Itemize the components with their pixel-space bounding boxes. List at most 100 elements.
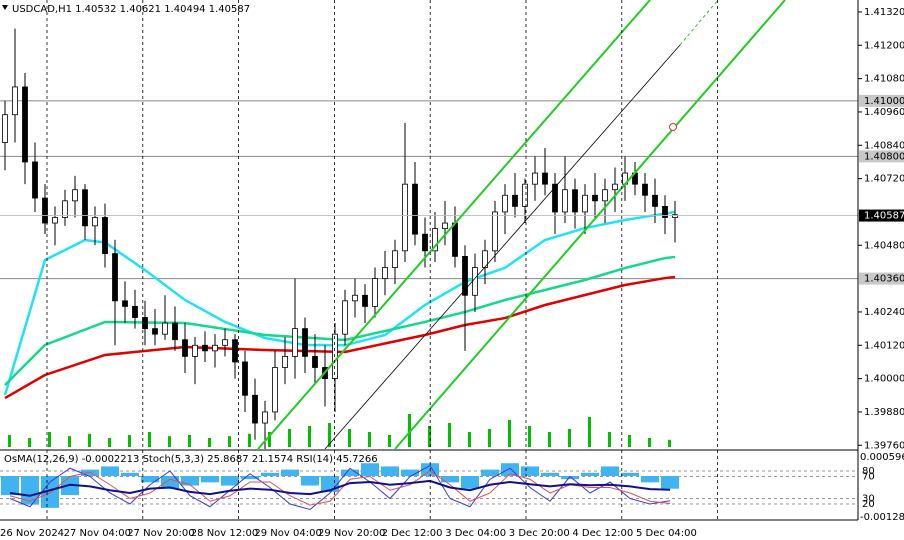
volume-bar [128, 435, 131, 447]
candle-body [212, 344, 218, 352]
volume-bar [368, 432, 371, 447]
candle-body [112, 253, 118, 302]
osma-bar [21, 475, 39, 505]
price-tick-label: 1.39760 [864, 440, 904, 451]
candle-body [152, 328, 158, 335]
price-tick-label: 1.40120 [864, 340, 904, 351]
candle-body [522, 183, 528, 207]
candle-body [142, 317, 148, 330]
candle-body [672, 214, 678, 218]
price-tick-label: 1.40240 [864, 307, 904, 318]
osma-bar [341, 469, 359, 476]
candle-body [492, 211, 498, 252]
osma-bar [601, 466, 619, 476]
candle-body [32, 161, 38, 199]
channel-line [394, 0, 786, 449]
osma-bar [201, 475, 219, 483]
candle-body [132, 305, 138, 318]
volume-bar [648, 438, 651, 447]
candle-body [562, 189, 568, 213]
candle-body [102, 217, 108, 255]
candle-body [402, 183, 408, 252]
last-price-box [859, 209, 904, 222]
trend-extension [679, 0, 719, 46]
volume-bar [388, 435, 391, 447]
candle-body [412, 183, 418, 235]
osma-bar [241, 475, 259, 480]
osma-bar [561, 475, 579, 480]
candle-body [2, 114, 8, 143]
volume-bar [468, 432, 471, 447]
osma-bar [1, 475, 19, 496]
indicator-plot [0, 463, 858, 511]
oscillator-level-label: 20 [862, 499, 875, 510]
volume-bar [448, 423, 451, 447]
price-level-box [859, 94, 904, 107]
candle-body [192, 344, 198, 357]
candle-body [612, 183, 618, 191]
osma-bar [481, 469, 499, 476]
volume-bar [48, 432, 51, 447]
osma-bar [541, 472, 559, 476]
candle-body [252, 394, 258, 424]
price-tick-label: 1.39880 [864, 407, 904, 418]
time-label: 29 Nov 20:00 [318, 528, 385, 539]
channel-line [257, 0, 651, 449]
volume-bar [88, 433, 91, 447]
candle-body [42, 197, 48, 224]
price-tick-label: 1.40480 [864, 240, 904, 251]
last-price-label: 1.40587 [864, 211, 904, 222]
price-tick-label: 1.41200 [864, 40, 904, 51]
candle-body [92, 217, 98, 227]
candle-body [82, 189, 88, 227]
time-label: 3 Dec 04:00 [445, 528, 506, 539]
time-label: 3 Dec 20:00 [509, 528, 570, 539]
volume-bar [628, 435, 631, 447]
time-label: 27 Nov 04:00 [64, 528, 131, 539]
osma-bar [161, 475, 179, 489]
volume-bar [408, 414, 411, 447]
time-label: 28 Nov 12:00 [191, 528, 258, 539]
osma-bar [461, 475, 479, 489]
candle-body [62, 200, 68, 218]
volume-bar [208, 438, 211, 447]
price-tick-label: 1.40720 [864, 174, 904, 185]
candle-body [382, 267, 388, 280]
candle-body [572, 189, 578, 213]
oscillator-line [9, 479, 671, 497]
candle-body [502, 194, 508, 213]
time-label: 26 Nov 2024 [0, 528, 64, 539]
candle-body [642, 183, 648, 196]
moving-average [3, 210, 676, 396]
candle-body [432, 228, 438, 252]
osma-bar [41, 475, 59, 508]
volume-bar [348, 429, 351, 447]
candle-body [162, 322, 168, 335]
osma-bar [261, 472, 279, 476]
osma-bar [441, 475, 459, 483]
candle-body [202, 344, 208, 352]
volume-bar [308, 426, 311, 447]
candle-body [532, 172, 538, 185]
candle-body [172, 322, 178, 341]
price-tick-label: 1.40000 [864, 374, 904, 385]
volume-bar [568, 429, 571, 447]
osma-bar [521, 466, 539, 476]
candle-body [292, 328, 298, 357]
volume-bar [288, 429, 291, 447]
time-label: 27 Nov 20:00 [127, 528, 194, 539]
candle-body [662, 205, 668, 218]
candle-body [512, 194, 518, 207]
osma-bar [581, 472, 599, 476]
candle-body [332, 333, 338, 380]
candle-body [312, 355, 318, 368]
oscillator-level-label: 30 [862, 494, 875, 505]
price-tick-label: 1.41320 [864, 7, 904, 18]
volume-bar [668, 439, 671, 447]
candle-body [442, 222, 448, 230]
candle-body [72, 189, 78, 202]
candle-body [422, 233, 428, 252]
candle-body [262, 411, 268, 424]
menu-icon[interactable] [2, 5, 8, 10]
